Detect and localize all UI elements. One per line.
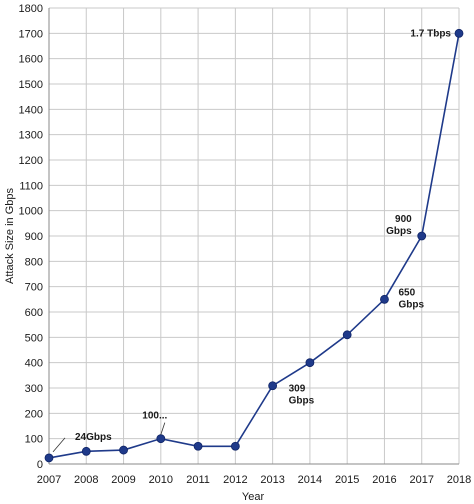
annotation-leader (160, 422, 166, 435)
x-tick-label: 2018 (447, 474, 471, 486)
y-tick-label: 200 (25, 408, 43, 420)
y-tick-label: 1500 (19, 79, 43, 91)
data-point (81, 446, 91, 456)
x-tick-label: 2012 (223, 474, 247, 486)
y-tick-label: 400 (25, 358, 43, 370)
y-tick-label: 0 (37, 459, 43, 471)
y-tick-label: 100 (25, 434, 43, 446)
data-label: 309 (289, 384, 306, 395)
annotation-leader (52, 437, 66, 453)
x-tick-label: 2009 (111, 474, 135, 486)
data-label: 24Gbps (75, 432, 112, 443)
data-point (230, 441, 240, 451)
y-tick-label: 1300 (19, 130, 43, 142)
data-label: 100... (142, 411, 167, 422)
data-label: Gbps (289, 396, 315, 407)
x-tick-label: 2017 (409, 474, 433, 486)
data-point (156, 434, 166, 444)
x-tick-label: 2011 (186, 474, 210, 486)
data-label: Gbps (398, 299, 424, 310)
data-point (119, 445, 128, 455)
x-tick-label: 2015 (335, 474, 359, 486)
data-label: Gbps (386, 226, 412, 237)
x-tick-labels: 2007 2008 2009 2010 2011 2012 2013 2014 2015 2016… (37, 474, 471, 486)
x-tick-label: 2008 (74, 474, 98, 486)
data-point (454, 28, 464, 38)
x-tick-label: 2014 (298, 474, 322, 486)
data-point (342, 330, 352, 340)
data-point (193, 441, 203, 451)
y-tick-label: 1400 (19, 104, 43, 116)
series-line (48, 33, 460, 459)
data-point (44, 453, 54, 463)
y-tick-label: 600 (25, 307, 43, 319)
y-tick-label: 1200 (19, 155, 43, 167)
y-tick-label: 1100 (19, 180, 43, 192)
y-tick-label: 1800 (19, 3, 43, 15)
axes (48, 8, 459, 465)
x-tick-label: 2010 (149, 474, 173, 486)
y-tick-label: 300 (25, 383, 43, 395)
data-label: 900 (395, 214, 412, 225)
data-series (44, 28, 464, 463)
y-tick-labels: 0 100 200 300 400 500 600 700 800 900 1000 1100 1200… (19, 3, 43, 471)
data-point (305, 358, 315, 368)
data-point (380, 294, 389, 304)
x-tick-label: 2007 (37, 474, 61, 486)
data-point (417, 231, 427, 241)
x-axis-title: Year (242, 491, 265, 503)
y-tick-label: 1000 (19, 206, 43, 218)
x-tick-label: 2016 (372, 474, 396, 486)
y-tick-label: 700 (25, 282, 43, 294)
y-tick-label: 900 (25, 231, 43, 243)
y-tick-label: 500 (25, 332, 43, 344)
y-tick-label: 1700 (19, 28, 43, 40)
y-tick-label: 1600 (19, 54, 43, 66)
gridlines (48, 7, 460, 465)
y-axis-title: Attack Size in Gbps (4, 188, 16, 284)
data-point (268, 381, 278, 391)
y-tick-label: 800 (25, 256, 43, 268)
data-label: 1.7 Tbps (410, 28, 451, 39)
x-tick-label: 2013 (260, 474, 284, 486)
data-label: 650 (398, 287, 415, 298)
